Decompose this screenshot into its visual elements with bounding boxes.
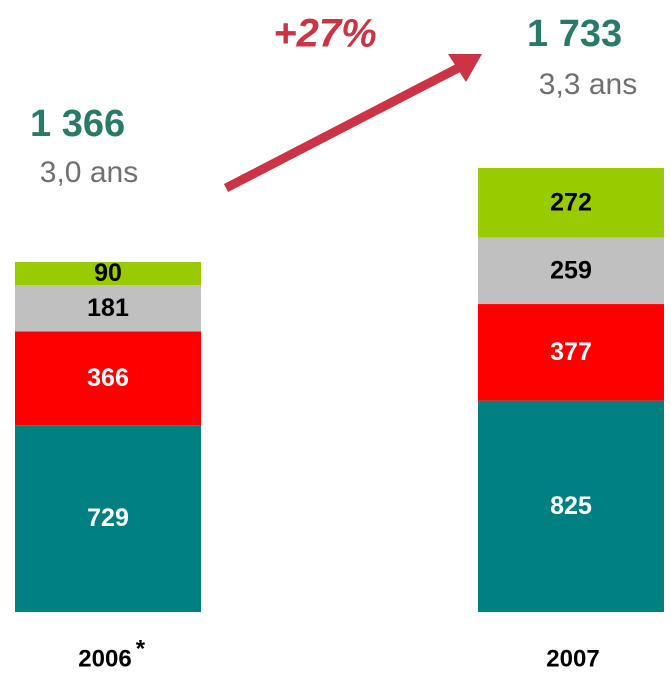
segment-label: 90 <box>94 259 122 287</box>
total-label: 1 366 <box>30 103 125 145</box>
segment-label: 729 <box>87 504 129 532</box>
subtitle: 3,0 ans <box>40 156 138 189</box>
bar-segment <box>478 304 664 401</box>
growth-label: +27% <box>273 12 376 56</box>
bar-segment <box>478 400 664 612</box>
segment-label: 272 <box>550 188 592 216</box>
segment-label: 825 <box>550 492 592 520</box>
bar-segment <box>15 285 201 332</box>
total-label: 1 733 <box>527 13 622 55</box>
arrow-head <box>448 54 482 82</box>
x-tick-label: 2007 <box>546 645 599 672</box>
segment-label: 259 <box>550 256 592 284</box>
bar-segment <box>478 168 664 238</box>
bar-segment <box>15 425 201 612</box>
footnote-mark: * <box>136 635 146 662</box>
segment-label: 377 <box>550 338 592 366</box>
segment-label: 181 <box>87 294 129 322</box>
subtitle: 3,3 ans <box>539 68 637 101</box>
x-tick-label: 2006 <box>78 645 131 672</box>
bar-segment <box>15 331 201 426</box>
arrow-shaft <box>223 62 465 192</box>
bar-segment <box>15 262 201 286</box>
growth-arrow <box>223 54 482 192</box>
segment-label: 366 <box>87 364 129 392</box>
bar-segment <box>478 237 664 305</box>
